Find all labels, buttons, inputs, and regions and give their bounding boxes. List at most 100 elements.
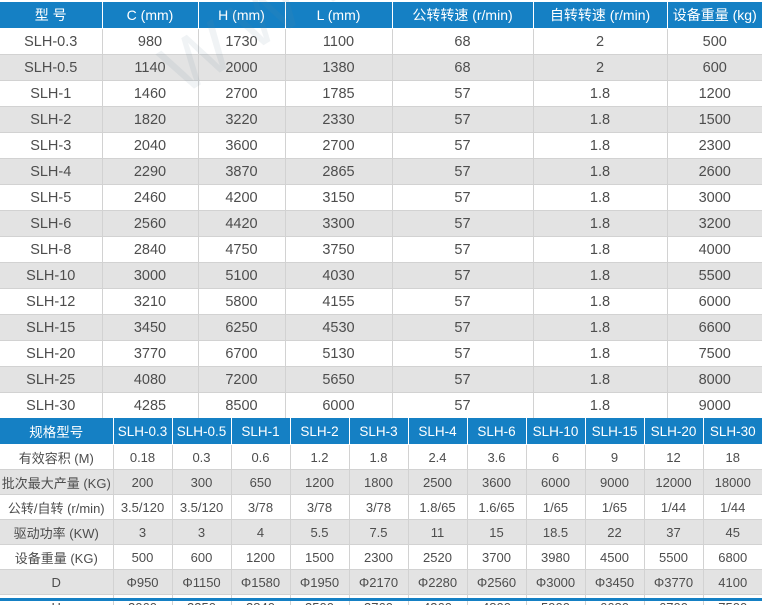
row-header-cell: 有效容积 (M) bbox=[0, 444, 114, 470]
table-cell: 57 bbox=[391, 236, 534, 263]
table-cell: 1.8 bbox=[532, 80, 668, 107]
table-cell: 7500 bbox=[666, 340, 762, 367]
row-header-cell: D bbox=[0, 569, 114, 595]
column-header: 型 号 bbox=[0, 2, 103, 29]
table-cell: 15 bbox=[466, 519, 527, 545]
table-cell: 3600 bbox=[197, 132, 286, 159]
table-row: SLH-2 1820 3220 2330 57 1.8 1500 bbox=[0, 106, 762, 133]
table-row: SLH-5 2460 4200 3150 57 1.8 3000 bbox=[0, 184, 762, 211]
table-row: SLH-12 3210 5800 4155 57 1.8 6000 bbox=[0, 288, 762, 315]
table-row: SLH-1 1460 2700 1785 57 1.8 1200 bbox=[0, 80, 762, 107]
column-header: SLH-3 bbox=[349, 418, 409, 445]
table-cell: 6000 bbox=[284, 392, 393, 419]
table-cell: Φ2560 bbox=[466, 569, 527, 595]
table-row: 批次最大产量 (KG) 200 300 650 1200 1800 2500 3600 6000… bbox=[0, 469, 762, 495]
table-row: 有效容积 (M) 0.18 0.3 0.6 1.2 1.8 2.4 3.6 6 9 12 18 bbox=[0, 444, 762, 470]
row-header-cell: 设备重量 (KG) bbox=[0, 544, 114, 570]
table-cell: 1380 bbox=[284, 54, 393, 81]
header-row: 规格型号 SLH-0.3 SLH-0.5 SLH-1 SLH-2 SLH-3 SLH-4 SL… bbox=[0, 418, 762, 445]
table-cell: 1.2 bbox=[289, 444, 350, 470]
table-cell: 500 bbox=[112, 544, 173, 570]
table-cell: Φ1950 bbox=[289, 569, 350, 595]
spec-table-body: 有效容积 (M) 0.18 0.3 0.6 1.2 1.8 2.4 3.6 6 9 12 18 批次最大… bbox=[0, 444, 762, 605]
table-cell: 7.5 bbox=[348, 519, 409, 545]
table-cell: Φ1580 bbox=[230, 569, 291, 595]
table-cell: 1.8 bbox=[532, 132, 668, 159]
table-cell: 18 bbox=[702, 444, 762, 470]
table-cell: 2700 bbox=[284, 132, 393, 159]
table-cell: Φ3000 bbox=[525, 569, 586, 595]
table-cell: 5800 bbox=[197, 288, 286, 315]
table-cell: 2460 bbox=[101, 184, 199, 211]
table-cell: 57 bbox=[391, 262, 534, 289]
table-cell: 8000 bbox=[666, 366, 762, 393]
table-cell: 0.18 bbox=[112, 444, 173, 470]
table-cell: 2500 bbox=[407, 469, 468, 495]
table-cell: 1.8 bbox=[532, 288, 668, 315]
table-cell: 37 bbox=[643, 519, 704, 545]
row-header-cell: SLH-15 bbox=[0, 314, 103, 341]
table-cell: 57 bbox=[391, 132, 534, 159]
table-cell: 22 bbox=[584, 519, 645, 545]
table-cell: 5100 bbox=[197, 262, 286, 289]
table-cell: 68 bbox=[391, 54, 534, 81]
column-header: 公转转速 (r/min) bbox=[392, 2, 534, 29]
table-cell: 1140 bbox=[101, 54, 199, 81]
row-header-cell: 驱动功率 (KW) bbox=[0, 519, 114, 545]
table-cell: 1500 bbox=[289, 544, 350, 570]
row-header-cell: 公转/自转 (r/min) bbox=[0, 494, 114, 520]
table-cell: 57 bbox=[391, 184, 534, 211]
table-cell: 1.8 bbox=[532, 106, 668, 133]
table-row: D Φ950 Φ1150 Φ1580 Φ1950 Φ2170 Φ2280 Φ2560 Φ3000… bbox=[0, 569, 762, 595]
table-cell: 3450 bbox=[101, 314, 199, 341]
table-row: SLH-0.3 980 1730 1100 68 2 500 bbox=[0, 28, 762, 55]
table-cell: 3/78 bbox=[348, 494, 409, 520]
table-cell: 600 bbox=[666, 54, 762, 81]
column-header: SLH-20 bbox=[644, 418, 704, 445]
table-cell: 3600 bbox=[466, 469, 527, 495]
table-cell: 57 bbox=[391, 288, 534, 315]
table-cell: 2700 bbox=[197, 80, 286, 107]
table-cell: 57 bbox=[391, 314, 534, 341]
table-cell: 6700 bbox=[197, 340, 286, 367]
table-cell: 1785 bbox=[284, 80, 393, 107]
table-cell: 3700 bbox=[466, 544, 527, 570]
table-cell: 0.3 bbox=[171, 444, 232, 470]
table-cell: 5.5 bbox=[289, 519, 350, 545]
table-cell: 1820 bbox=[101, 106, 199, 133]
table-cell: 4750 bbox=[197, 236, 286, 263]
table-cell: 2 bbox=[532, 28, 668, 55]
table-cell: 2000 bbox=[197, 54, 286, 81]
table-cell: 1/65 bbox=[584, 494, 645, 520]
table-cell: 1.8 bbox=[532, 184, 668, 211]
column-header: H (mm) bbox=[198, 2, 286, 29]
column-header: C (mm) bbox=[102, 2, 199, 29]
column-header: L (mm) bbox=[285, 2, 393, 29]
table-cell: 9 bbox=[584, 444, 645, 470]
table-cell: Φ2280 bbox=[407, 569, 468, 595]
table-cell: 57 bbox=[391, 210, 534, 237]
table-cell: 3.6 bbox=[466, 444, 527, 470]
table-row: SLH-10 3000 5100 4030 57 1.8 5500 bbox=[0, 262, 762, 289]
table-cell: 1730 bbox=[197, 28, 286, 55]
table-row: SLH-3 2040 3600 2700 57 1.8 2300 bbox=[0, 132, 762, 159]
row-header-cell: SLH-4 bbox=[0, 158, 103, 185]
table-cell: Φ3450 bbox=[584, 569, 645, 595]
table-row: SLH-8 2840 4750 3750 57 1.8 4000 bbox=[0, 236, 762, 263]
table-cell: 3980 bbox=[525, 544, 586, 570]
row-header-cell: SLH-0.5 bbox=[0, 54, 103, 81]
table-row: 公转/自转 (r/min) 3.5/120 3.5/120 3/78 3/78 3/78 1… bbox=[0, 494, 762, 520]
table-cell: 1.8 bbox=[532, 210, 668, 237]
table-cell: 6000 bbox=[666, 288, 762, 315]
table-cell: 57 bbox=[391, 80, 534, 107]
table-cell: 5500 bbox=[643, 544, 704, 570]
table-cell: 6000 bbox=[525, 469, 586, 495]
table-cell: 9000 bbox=[584, 469, 645, 495]
row-header-cell: SLH-2 bbox=[0, 106, 103, 133]
table-cell: 980 bbox=[101, 28, 199, 55]
column-header: SLH-4 bbox=[408, 418, 468, 445]
table-cell: 1800 bbox=[348, 469, 409, 495]
table-cell: 200 bbox=[112, 469, 173, 495]
spec-table-header: 规格型号 SLH-0.3 SLH-0.5 SLH-1 SLH-2 SLH-3 SLH-4 SL… bbox=[0, 418, 762, 445]
